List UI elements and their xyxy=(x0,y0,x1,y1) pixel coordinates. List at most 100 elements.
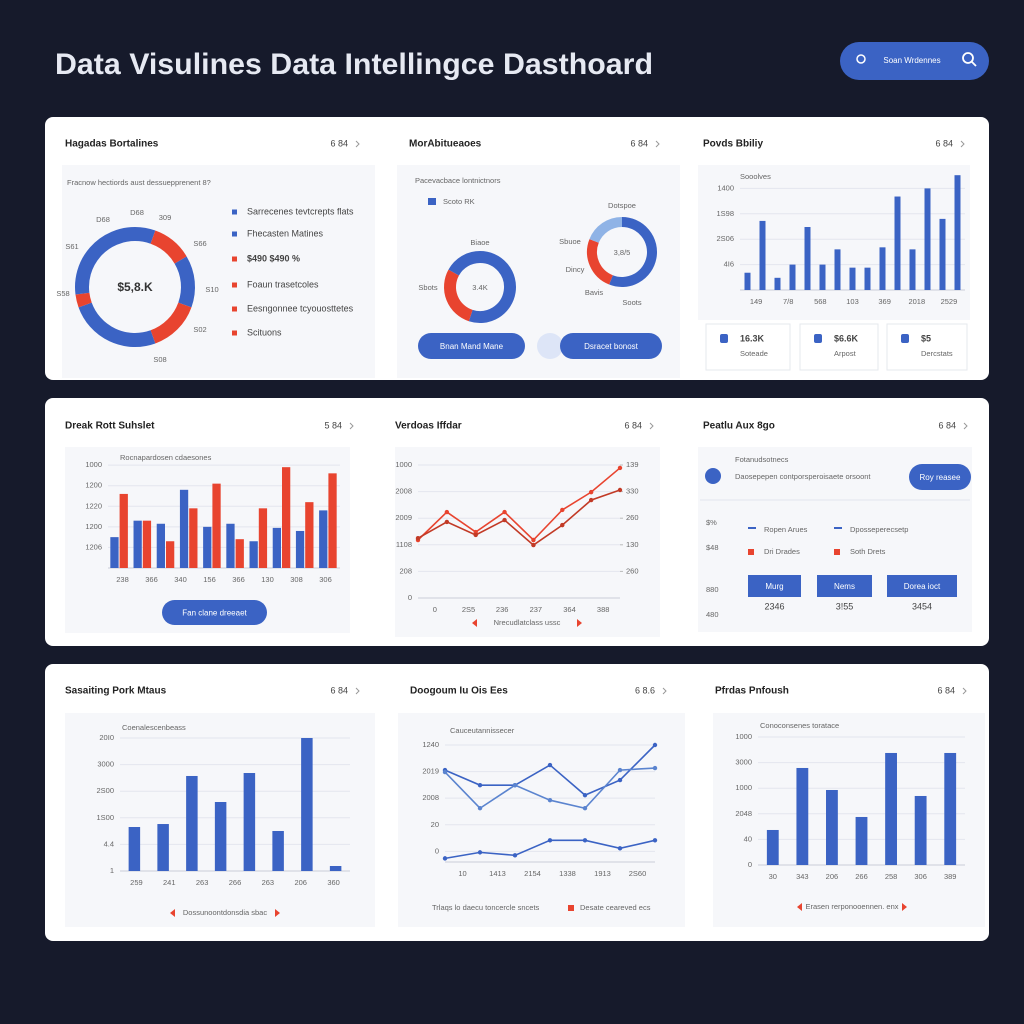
button[interactable] xyxy=(887,575,957,597)
bar xyxy=(157,824,169,871)
bar xyxy=(789,264,796,290)
donut-label: Soots xyxy=(622,298,641,307)
donut-center: 3,8/5 xyxy=(614,248,631,257)
search-label[interactable]: Soan Wrdennes xyxy=(883,56,940,65)
y-tick-label: 0 xyxy=(408,593,412,602)
button[interactable] xyxy=(418,333,525,359)
panel-title: Sasaiting Pork Mtaus xyxy=(65,686,167,697)
y-tick-label: 2S06 xyxy=(716,234,734,243)
point xyxy=(547,762,553,768)
form-line: Daosepepen contporsperoisaete orsoont xyxy=(735,472,871,481)
chevron[interactable] xyxy=(960,140,965,148)
panel-badge[interactable]: 6 8.6 xyxy=(635,685,655,695)
point xyxy=(617,777,623,783)
chevron[interactable] xyxy=(355,140,360,148)
y2-tick-label: 260 xyxy=(626,566,639,575)
button[interactable] xyxy=(817,575,872,597)
x-tick-label: 0 xyxy=(433,605,437,614)
donut-segment xyxy=(150,230,187,264)
point xyxy=(652,742,658,748)
panel-badge[interactable]: 5 84 xyxy=(324,420,342,430)
x-tick-label: 206 xyxy=(826,872,839,881)
panel-badge[interactable]: 6 84 xyxy=(630,138,648,148)
bar xyxy=(305,502,314,568)
side-label: 480 xyxy=(706,610,719,619)
bar xyxy=(128,827,141,871)
pager-prev[interactable] xyxy=(170,909,175,917)
bar xyxy=(826,789,838,865)
y-tick-label: 2048 xyxy=(735,809,752,818)
panel-badge[interactable]: 6 84 xyxy=(935,138,953,148)
bar xyxy=(133,520,142,568)
figure: 3!55 xyxy=(836,601,854,611)
x-tick-label: 388 xyxy=(597,605,610,614)
x-tick-label: 306 xyxy=(914,872,927,881)
chevron[interactable] xyxy=(662,687,667,695)
legend-label: Dposseperecsetp xyxy=(850,525,908,534)
button-label[interactable]: Fan clane dreeaet xyxy=(182,609,247,618)
search-button[interactable] xyxy=(840,42,989,80)
pager-prev[interactable] xyxy=(472,619,477,627)
button[interactable] xyxy=(909,464,971,490)
button-label[interactable]: Bnan Mand Mane xyxy=(440,342,504,351)
button-label[interactable]: Dorea ioct xyxy=(904,582,941,591)
bar xyxy=(249,541,258,568)
bar xyxy=(766,829,779,865)
legend-label: Eesngonnee tcyouosttetes xyxy=(247,303,354,313)
bar xyxy=(759,220,766,290)
button[interactable] xyxy=(162,600,267,625)
y-tick-label: 1S98 xyxy=(716,209,734,218)
y-tick-label: 3000 xyxy=(97,760,114,769)
bar xyxy=(301,738,313,871)
bar xyxy=(179,489,189,568)
x-tick-label: 156 xyxy=(203,575,216,584)
x-tick-label: 266 xyxy=(855,872,868,881)
pager-next[interactable] xyxy=(577,619,582,627)
panel-badge[interactable]: 6 84 xyxy=(330,138,348,148)
bar xyxy=(924,188,931,290)
chevron[interactable] xyxy=(962,687,967,695)
chevron[interactable] xyxy=(963,422,968,430)
button-label[interactable]: Dsracet bonost xyxy=(584,342,639,351)
pager-label: Nrecudlatclass ussc xyxy=(494,618,561,627)
pager-prev[interactable] xyxy=(797,903,802,911)
x-tick-label: 343 xyxy=(796,872,809,881)
bar xyxy=(909,249,916,290)
chevron[interactable] xyxy=(649,422,654,430)
point xyxy=(588,489,594,495)
pager-next[interactable] xyxy=(902,903,907,911)
stat-icon xyxy=(814,334,822,343)
panel-subtitle: Rocnapardosen cdaesones xyxy=(120,453,212,462)
x-tick-label: 103 xyxy=(846,297,859,306)
chevron[interactable] xyxy=(655,140,660,148)
button[interactable] xyxy=(560,333,662,359)
point xyxy=(502,517,507,523)
x-tick-label: 1913 xyxy=(594,869,611,878)
chevron[interactable] xyxy=(355,687,360,695)
bar xyxy=(885,752,897,865)
donut-segment xyxy=(75,227,136,295)
panel-badge[interactable]: 6 84 xyxy=(938,420,956,430)
donut-segment xyxy=(174,256,195,308)
panel-badge[interactable]: 6 84 xyxy=(330,685,348,695)
button-label[interactable]: Roy reasee xyxy=(920,473,961,482)
donut-label: Dincy xyxy=(566,265,585,274)
point xyxy=(444,509,450,515)
legend-label: Desate ceareved ecs xyxy=(580,903,651,912)
point xyxy=(588,497,594,503)
x-tick-label: 10 xyxy=(458,869,466,878)
donut-label: Sbuoe xyxy=(559,237,581,246)
button[interactable] xyxy=(748,575,801,597)
x-tick-label: 2S60 xyxy=(629,869,647,878)
search-icon-handle xyxy=(971,61,977,67)
panel-badge[interactable]: 6 84 xyxy=(624,420,642,430)
panel-subtitle: Fracnow hectiords aust dessuepprenent 8? xyxy=(67,178,211,187)
chevron[interactable] xyxy=(349,422,354,430)
panel-badge[interactable]: 6 84 xyxy=(937,685,955,695)
form-icon xyxy=(705,468,721,484)
legend-marker xyxy=(232,231,237,237)
x-tick-label: 369 xyxy=(878,297,891,306)
button-label[interactable]: Murg xyxy=(765,582,783,591)
button-label[interactable]: Nems xyxy=(834,582,855,591)
pager-next[interactable] xyxy=(275,909,280,917)
